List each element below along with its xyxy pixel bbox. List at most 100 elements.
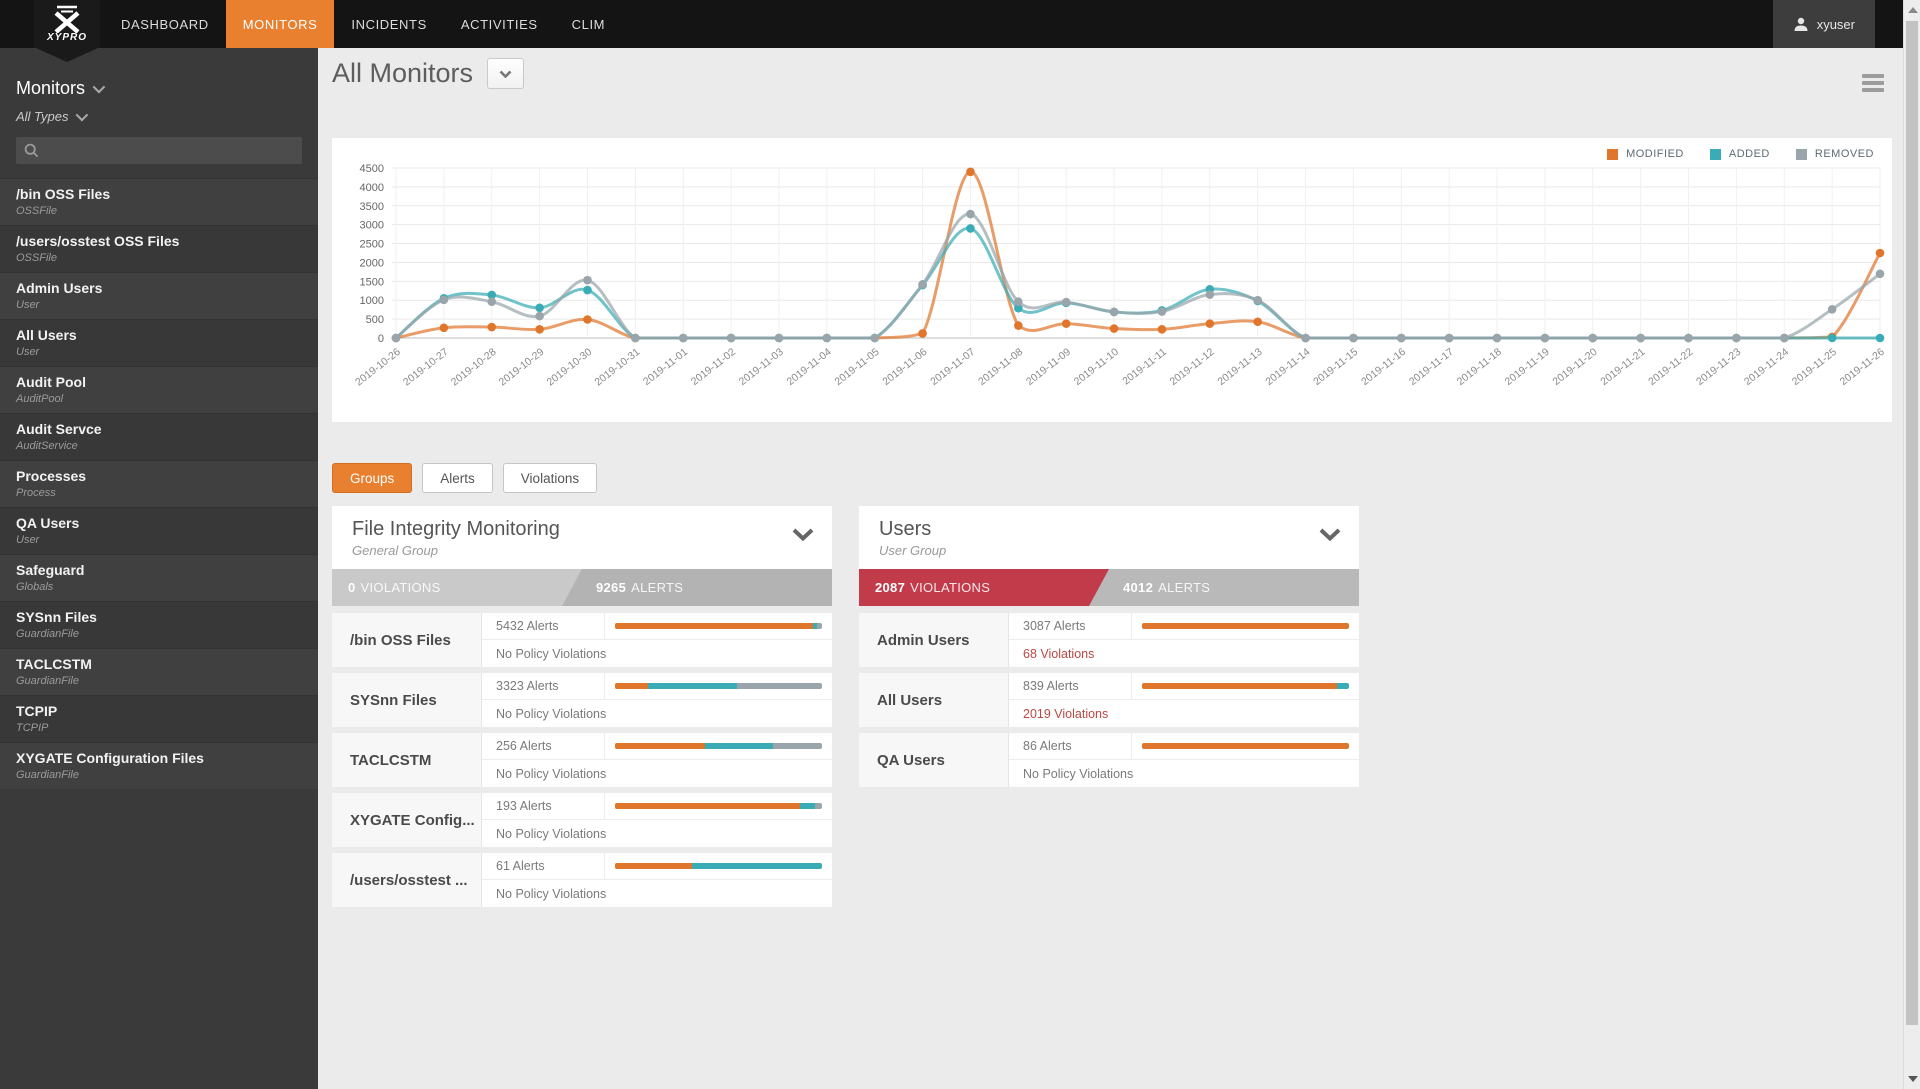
monitor-row-top: 839 Alerts xyxy=(1009,673,1359,700)
user-menu[interactable]: xyuser xyxy=(1772,0,1875,48)
nav-item-monitors[interactable]: MONITORS xyxy=(225,0,335,48)
monitor-row-top: 3323 Alerts xyxy=(482,673,832,700)
violations-text: No Policy Violations xyxy=(496,886,607,901)
nav-item-incidents[interactable]: INCIDENTS xyxy=(351,16,427,32)
monitor-type: Process xyxy=(16,487,56,499)
type-filter-dropdown[interactable]: All Types xyxy=(16,108,302,124)
svg-text:2019-11-08: 2019-11-08 xyxy=(976,346,1025,388)
violations-text: No Policy Violations xyxy=(1023,766,1134,781)
bar-segment-modified xyxy=(615,803,801,809)
sidebar-header[interactable]: Monitors xyxy=(16,78,302,99)
sidebar-monitor-item[interactable]: All Users User xyxy=(0,319,318,366)
search-input[interactable] xyxy=(45,142,294,159)
sidebar-monitor-item[interactable]: TACLCSTM GuardianFile xyxy=(0,648,318,695)
sidebar-monitor-item[interactable]: /bin OSS Files OSSFile xyxy=(0,178,318,225)
hamburger-menu-icon[interactable] xyxy=(1862,74,1884,92)
activity-line-chart: 0 500 1000 1500 2000 2500 3000 3500 4000 4500 2019… xyxy=(353,163,1887,389)
svg-text:2019-11-01: 2019-11-01 xyxy=(641,346,690,388)
legend-item: MODIFIED xyxy=(1607,148,1684,160)
monitor-type: Globals xyxy=(16,581,54,593)
monitor-row-details: 839 Alerts 2019 Violations xyxy=(1009,673,1359,727)
xypro-logo[interactable]: XYPRO xyxy=(34,0,100,62)
nav-item-clim[interactable]: CLIM xyxy=(571,16,606,32)
svg-text:2019-11-21: 2019-11-21 xyxy=(1598,346,1647,388)
monitor-row-details: 3087 Alerts 68 Violations xyxy=(1009,613,1359,667)
monitors-dropdown-button[interactable] xyxy=(487,58,525,89)
bar-segment-added xyxy=(648,683,738,689)
scroll-up-arrow[interactable] xyxy=(1908,7,1918,13)
bar-segment-modified xyxy=(1142,683,1337,689)
nav-item-dashboard[interactable]: DASHBOARD xyxy=(121,16,209,32)
chevron-down-icon[interactable] xyxy=(1319,528,1341,541)
alerts-count: 86 Alerts xyxy=(1023,739,1072,753)
monitor-name: Audit Pool xyxy=(16,374,86,390)
svg-text:2019-11-23: 2019-11-23 xyxy=(1694,346,1743,388)
vertical-scrollbar[interactable] xyxy=(1903,0,1920,1089)
sidebar-monitor-item[interactable]: QA Users User xyxy=(0,507,318,554)
sidebar-monitor-item[interactable]: Admin Users User xyxy=(0,272,318,319)
monitor-row-details: 256 Alerts No Policy Violations xyxy=(482,733,832,787)
monitor-row-details: 5432 Alerts No Policy Violations xyxy=(482,613,832,667)
monitor-row[interactable]: /bin OSS Files 5432 Alerts No Policy Vio… xyxy=(332,613,832,667)
svg-text:2019-10-26: 2019-10-26 xyxy=(353,346,403,389)
tab-violations[interactable]: Violations xyxy=(502,463,598,493)
chevron-down-icon[interactable] xyxy=(792,528,814,541)
svg-text:2019-11-05: 2019-11-05 xyxy=(832,346,881,388)
svg-text:2019-11-24: 2019-11-24 xyxy=(1742,346,1791,388)
sidebar-monitor-item[interactable]: Processes Process xyxy=(0,460,318,507)
sidebar-monitor-item[interactable]: TCPIP TCPIP xyxy=(0,695,318,742)
monitor-row-details: 193 Alerts No Policy Violations xyxy=(482,793,832,847)
monitor-name: Safeguard xyxy=(16,562,85,578)
svg-text:2019-10-29: 2019-10-29 xyxy=(497,346,547,389)
group-card-header[interactable]: File Integrity Monitoring General Group xyxy=(332,506,832,569)
sidebar-monitor-item[interactable]: Safeguard Globals xyxy=(0,554,318,601)
alerts-stacked-bar xyxy=(615,623,822,629)
sidebar-monitor-item[interactable]: XYGATE Configuration Files GuardianFile xyxy=(0,742,318,789)
sidebar-monitor-item[interactable]: Audit Pool AuditPool xyxy=(0,366,318,413)
violations-banner-text: 0 VIOLATIONS xyxy=(348,580,441,595)
alerts-count: 3323 Alerts xyxy=(496,679,559,693)
monitor-row[interactable]: Admin Users 3087 Alerts 68 Violations xyxy=(859,613,1359,667)
tab-alerts[interactable]: Alerts xyxy=(422,463,493,493)
nav-item-activities[interactable]: ACTIVITIES xyxy=(460,16,538,32)
bar-segment-added xyxy=(1336,683,1349,689)
svg-text:2019-11-17: 2019-11-17 xyxy=(1407,346,1456,388)
monitor-row[interactable]: /users/osstest ... 61 Alerts No Policy V… xyxy=(332,853,832,907)
scrollbar-thumb[interactable] xyxy=(1906,21,1918,1025)
chevron-down-icon xyxy=(499,70,512,78)
legend-item: REMOVED xyxy=(1795,148,1874,160)
svg-text:2500: 2500 xyxy=(360,239,384,251)
svg-text:2019-10-27: 2019-10-27 xyxy=(401,346,451,389)
svg-text:2019-11-07: 2019-11-07 xyxy=(928,346,977,388)
svg-text:3000: 3000 xyxy=(360,220,384,232)
legend-swatch xyxy=(1709,148,1721,160)
monitor-row[interactable]: TACLCSTM 256 Alerts No Policy Violations xyxy=(332,733,832,787)
tab-groups[interactable]: Groups xyxy=(332,463,413,493)
monitor-row-name: XYGATE Config... xyxy=(332,793,482,847)
group-rows: /bin OSS Files 5432 Alerts No Policy Vio… xyxy=(332,606,832,917)
monitor-name: Admin Users xyxy=(16,280,103,296)
alerts-bar-cell xyxy=(1131,673,1359,699)
monitor-row-top: 193 Alerts xyxy=(482,793,832,820)
svg-text:4000: 4000 xyxy=(360,182,384,194)
sidebar-monitor-item[interactable]: SYSnn Files GuardianFile xyxy=(0,601,318,648)
monitor-row[interactable]: XYGATE Config... 193 Alerts No Policy Vi… xyxy=(332,793,832,847)
scroll-down-arrow[interactable] xyxy=(1908,1076,1918,1082)
monitor-row-name: /bin OSS Files xyxy=(332,613,482,667)
monitor-row-name: TACLCSTM xyxy=(332,733,482,787)
sidebar-monitor-item[interactable]: /users/osstest OSS Files OSSFile xyxy=(0,225,318,272)
alerts-count: 839 Alerts xyxy=(1023,679,1079,693)
monitor-row-top: 3087 Alerts xyxy=(1009,613,1359,640)
title-row: All Monitors xyxy=(332,58,525,89)
monitor-row[interactable]: SYSnn Files 3323 Alerts No Policy Violat… xyxy=(332,673,832,727)
sidebar-monitor-item[interactable]: Audit Servce AuditService xyxy=(0,413,318,460)
violations-alerts-banner: 2087 VIOLATIONS 4012 ALERTS xyxy=(859,569,1359,606)
monitor-row[interactable]: QA Users 86 Alerts No Policy Violations xyxy=(859,733,1359,787)
monitor-row[interactable]: All Users 839 Alerts 2019 Violations xyxy=(859,673,1359,727)
monitor-name: Processes xyxy=(16,468,87,484)
group-card-header[interactable]: Users User Group xyxy=(859,506,1359,569)
bar-segment-added xyxy=(691,863,822,869)
xypro-logo-mark xyxy=(54,5,80,33)
monitor-name: XYGATE Configuration Files xyxy=(16,750,204,766)
alerts-bar-cell xyxy=(604,673,832,699)
